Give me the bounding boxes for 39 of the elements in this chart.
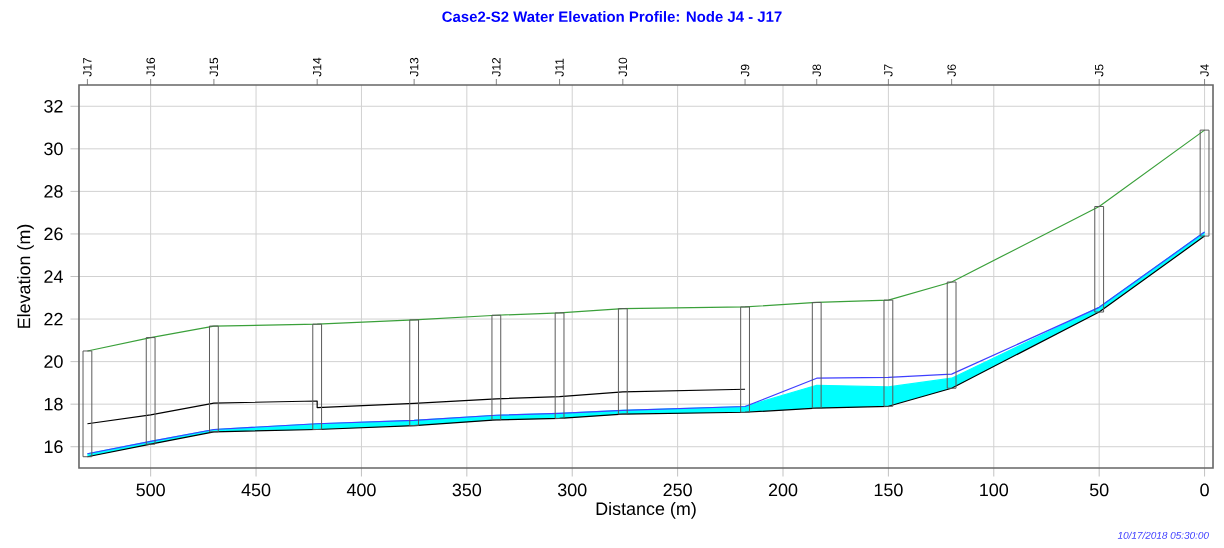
y-axis-title: Elevation (m) xyxy=(17,224,34,328)
x-tick-label: 0 xyxy=(1200,483,1209,497)
text: J10 xyxy=(618,57,628,77)
y-tick-label: 16 xyxy=(44,440,63,454)
x-tick-label: 50 xyxy=(1089,483,1109,497)
x-axis-title: Distance (m) xyxy=(596,501,696,519)
text: J17 xyxy=(83,57,92,77)
y-tick-label: 32 xyxy=(44,99,63,113)
text: J13 xyxy=(409,57,419,77)
y-tick-label: 24 xyxy=(44,270,63,283)
x-tick-label: 400 xyxy=(346,483,376,497)
text: J12 xyxy=(492,57,501,77)
text: J4 xyxy=(1200,64,1209,77)
y-tick-label: 20 xyxy=(44,355,63,368)
y-tick-label: 28 xyxy=(44,185,63,198)
x-tick-label: 100 xyxy=(980,483,1009,497)
text: J8 xyxy=(812,64,821,77)
text: J15 xyxy=(209,57,219,77)
text: J14 xyxy=(313,57,322,77)
text: J9 xyxy=(740,64,750,77)
x-tick-label: 500 xyxy=(136,483,165,497)
x-tick-label: 250 xyxy=(663,483,692,497)
text: J6 xyxy=(947,64,956,77)
x-tick-label: 350 xyxy=(452,483,482,497)
y-tick-label: 30 xyxy=(44,142,63,156)
x-tick-label: 300 xyxy=(557,483,587,497)
x-tick-label: 150 xyxy=(874,483,903,497)
text: J11 xyxy=(555,58,564,77)
x-tick-label: 450 xyxy=(241,483,271,497)
x-tick-label: 200 xyxy=(768,483,798,497)
line-series xyxy=(86,388,746,425)
chart-title: Case2-S2 Water Elevation Profile: Node J4 - J17 xyxy=(442,11,782,23)
text: J5 xyxy=(1095,64,1104,77)
text: 10/17/2018 05:30:00 xyxy=(1117,531,1209,539)
y-tick-label: 22 xyxy=(44,312,63,326)
y-tick-label: 18 xyxy=(44,397,63,411)
text: J7 xyxy=(884,64,893,77)
text: J16 xyxy=(146,57,155,77)
y-tick-label: 26 xyxy=(44,227,63,241)
